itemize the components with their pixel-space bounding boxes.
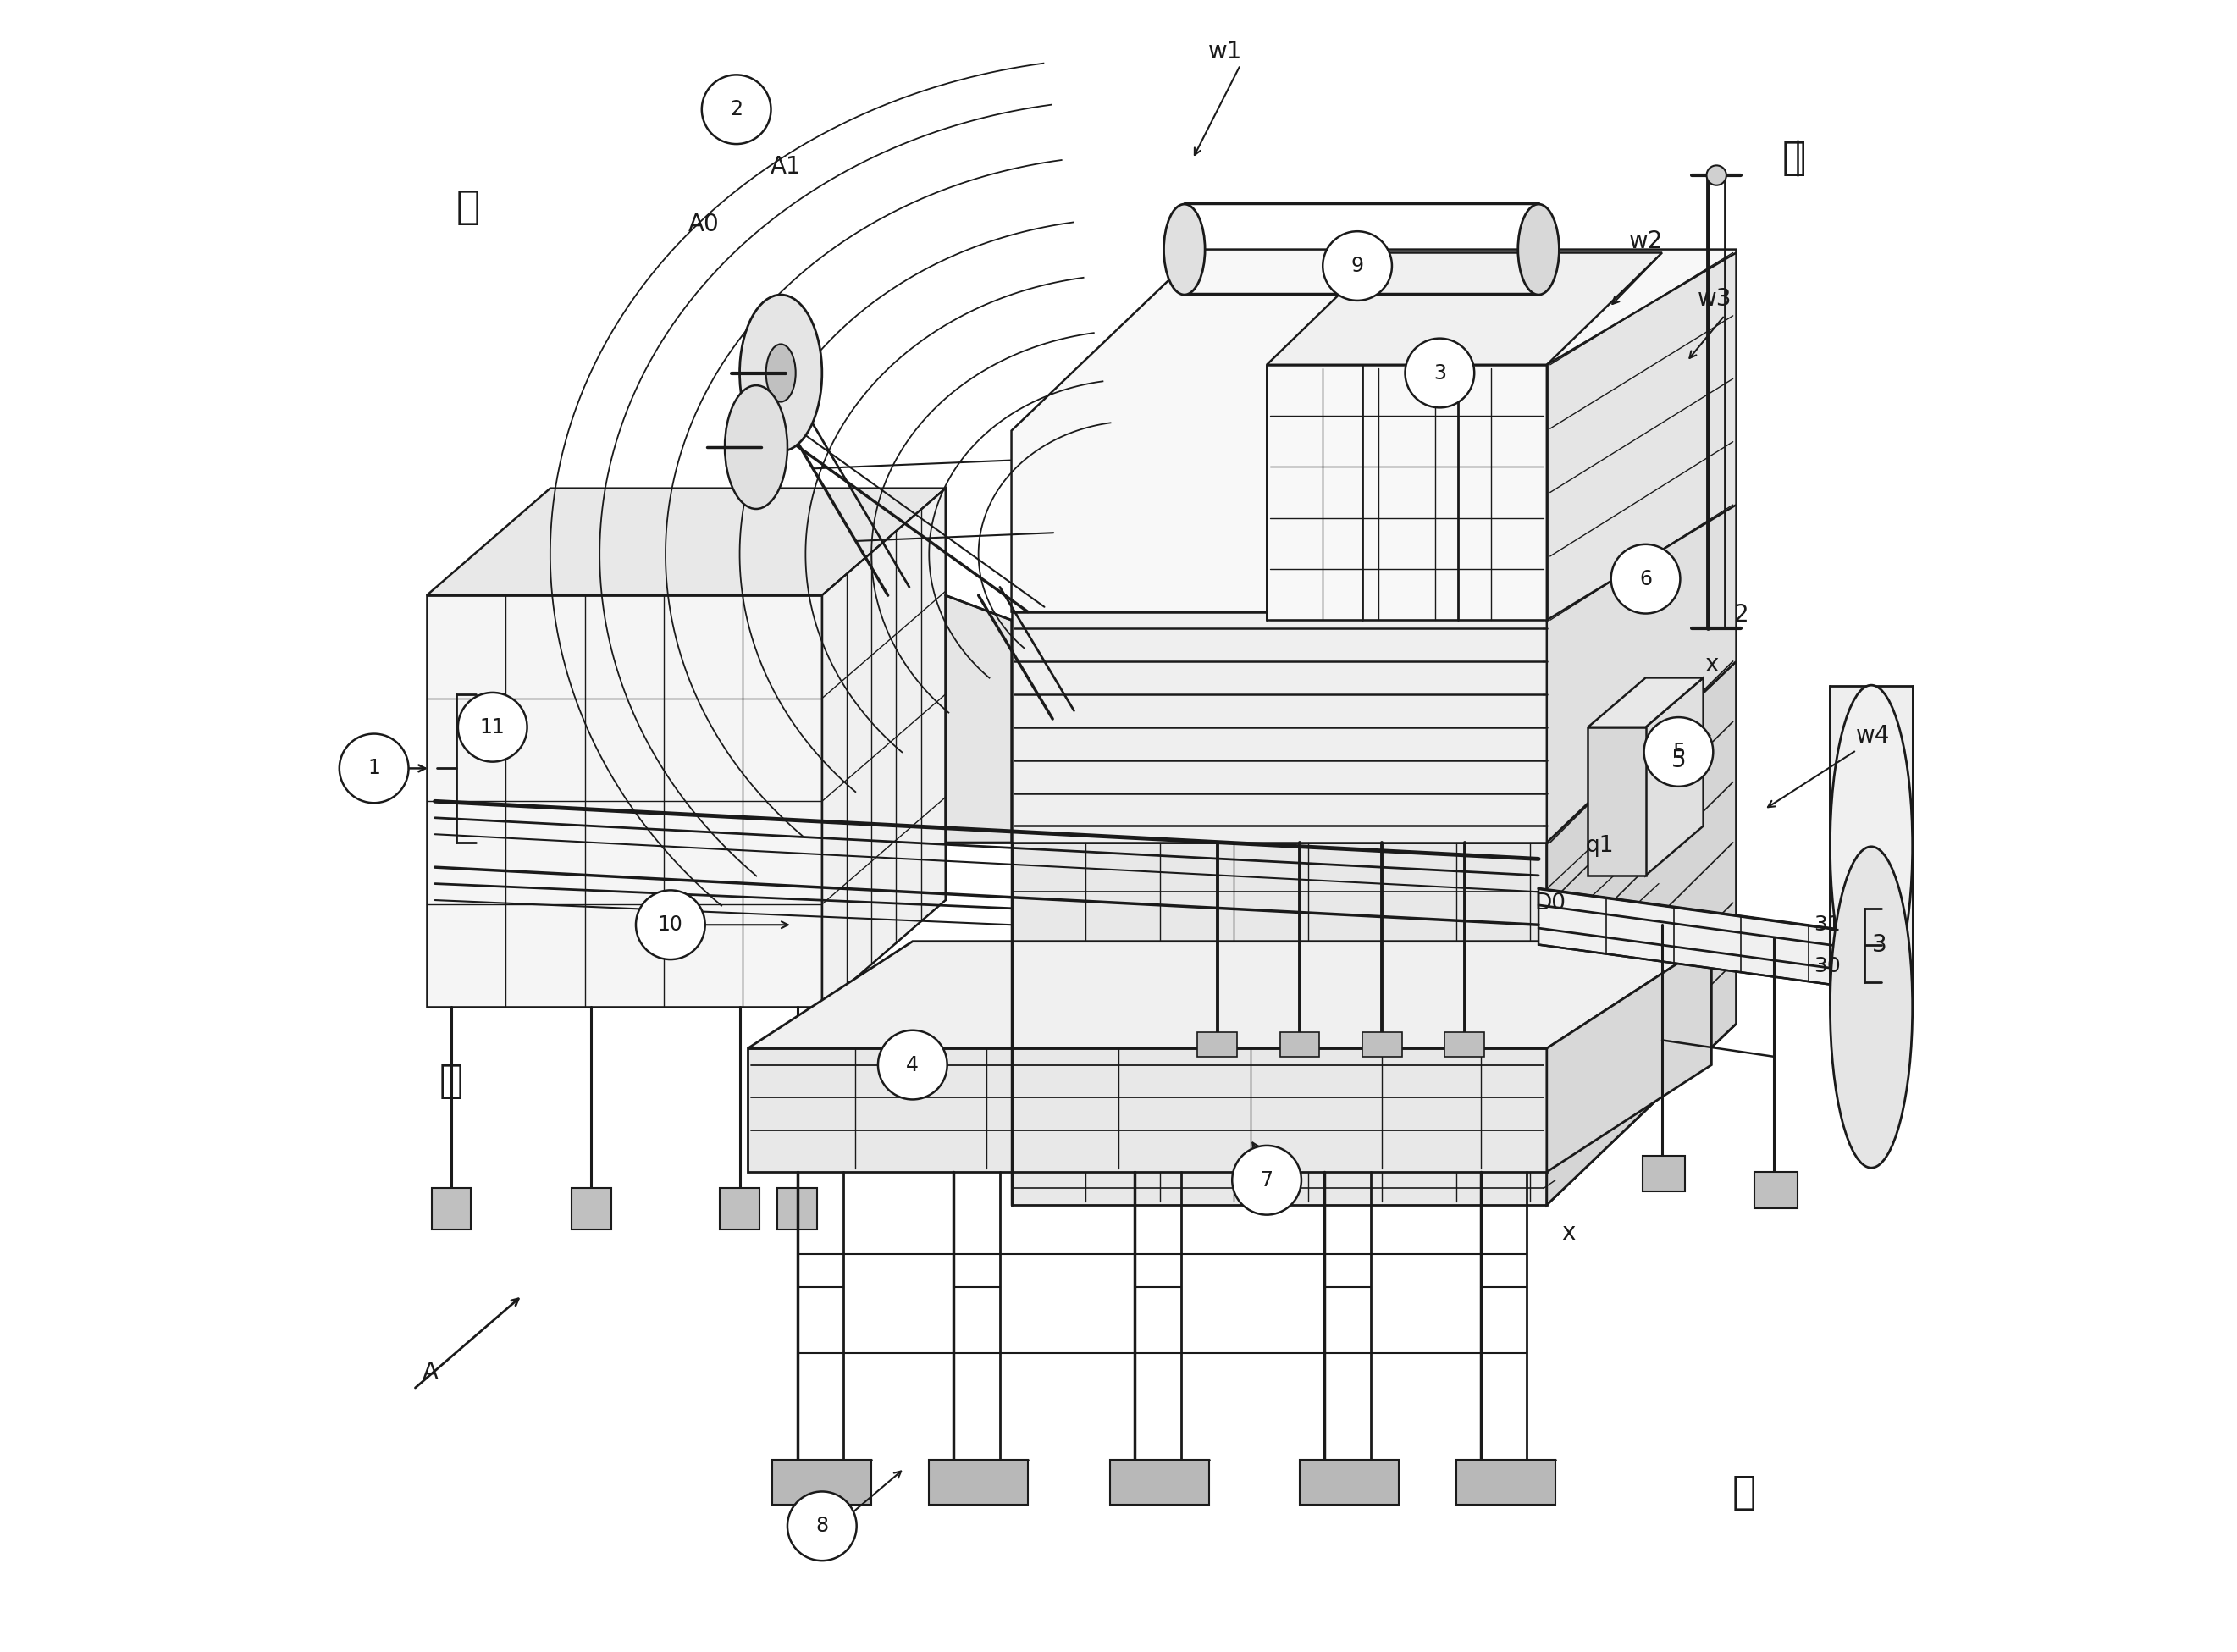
Polygon shape	[1642, 1155, 1684, 1191]
Text: D0: D0	[1535, 892, 1566, 915]
Polygon shape	[1280, 1032, 1320, 1057]
Circle shape	[1405, 339, 1474, 408]
Polygon shape	[1266, 365, 1546, 620]
Text: 31: 31	[1814, 915, 1841, 935]
Polygon shape	[1110, 1460, 1208, 1505]
Polygon shape	[1754, 1171, 1796, 1208]
Text: 30: 30	[1814, 957, 1841, 976]
Circle shape	[340, 733, 409, 803]
Polygon shape	[1546, 661, 1736, 1204]
Polygon shape	[1830, 686, 1913, 1004]
Polygon shape	[747, 942, 1711, 1049]
Text: x: x	[1561, 1221, 1575, 1244]
Polygon shape	[432, 1188, 472, 1229]
Text: w3: w3	[1698, 287, 1731, 311]
Circle shape	[702, 74, 772, 144]
Circle shape	[1611, 544, 1680, 613]
Circle shape	[1322, 231, 1391, 301]
Text: 左: 左	[1783, 140, 1805, 178]
Text: 3: 3	[1434, 363, 1445, 383]
Text: 10: 10	[658, 915, 682, 935]
Ellipse shape	[1830, 846, 1913, 1168]
Text: 前: 前	[1731, 1474, 1756, 1512]
Text: 4: 4	[906, 1054, 919, 1075]
Text: 2: 2	[1734, 603, 1749, 628]
Polygon shape	[1011, 431, 1736, 843]
Text: q1: q1	[1586, 834, 1613, 857]
Polygon shape	[1266, 253, 1662, 365]
Ellipse shape	[765, 344, 796, 401]
Polygon shape	[778, 1188, 817, 1229]
Polygon shape	[427, 595, 821, 1008]
Polygon shape	[1300, 1460, 1398, 1505]
Polygon shape	[1011, 611, 1546, 843]
Text: x: x	[1705, 653, 1718, 676]
Polygon shape	[1546, 661, 1736, 1204]
Polygon shape	[1588, 727, 1646, 876]
Text: 3: 3	[1872, 933, 1888, 957]
Circle shape	[877, 1031, 946, 1100]
Circle shape	[459, 692, 528, 762]
Text: 6: 6	[1640, 568, 1651, 590]
Polygon shape	[1197, 1032, 1237, 1057]
Text: 后: 后	[456, 190, 481, 228]
Circle shape	[787, 1492, 857, 1561]
Polygon shape	[1588, 677, 1702, 727]
Polygon shape	[772, 1460, 872, 1505]
Text: A1: A1	[770, 155, 801, 178]
Ellipse shape	[1707, 165, 1727, 185]
Polygon shape	[1546, 942, 1711, 1171]
Polygon shape	[720, 1188, 758, 1229]
Text: 2: 2	[729, 99, 743, 119]
Polygon shape	[427, 489, 946, 595]
Polygon shape	[1445, 1032, 1483, 1057]
Ellipse shape	[1830, 686, 1913, 1006]
Polygon shape	[1546, 253, 1736, 620]
Text: 5: 5	[1671, 742, 1684, 762]
Text: w1: w1	[1208, 40, 1244, 64]
Ellipse shape	[725, 385, 787, 509]
Polygon shape	[1362, 1032, 1403, 1057]
Polygon shape	[747, 1049, 1546, 1171]
Polygon shape	[1646, 677, 1702, 876]
Text: 1: 1	[367, 758, 380, 778]
Polygon shape	[821, 489, 946, 1008]
Polygon shape	[928, 1460, 1029, 1505]
Text: A: A	[423, 1361, 438, 1384]
Ellipse shape	[1163, 205, 1206, 294]
Text: 7: 7	[1259, 1170, 1273, 1191]
Polygon shape	[1011, 843, 1546, 1204]
Polygon shape	[1011, 249, 1736, 611]
Polygon shape	[573, 1188, 611, 1229]
Text: w4: w4	[1857, 724, 1890, 747]
Polygon shape	[1539, 889, 1877, 991]
Circle shape	[635, 890, 705, 960]
Text: 9: 9	[1351, 256, 1365, 276]
Text: 8: 8	[817, 1517, 828, 1536]
Text: w2: w2	[1629, 230, 1662, 253]
Polygon shape	[1546, 431, 1736, 843]
Text: A0: A0	[687, 213, 718, 236]
Text: 右: 右	[438, 1062, 463, 1100]
Polygon shape	[1456, 1460, 1555, 1505]
Ellipse shape	[1519, 205, 1559, 294]
Ellipse shape	[740, 294, 821, 451]
Text: 5: 5	[1671, 748, 1687, 771]
Text: 11: 11	[481, 717, 506, 737]
Polygon shape	[946, 595, 1011, 843]
Circle shape	[1644, 717, 1714, 786]
Circle shape	[1233, 1145, 1302, 1214]
